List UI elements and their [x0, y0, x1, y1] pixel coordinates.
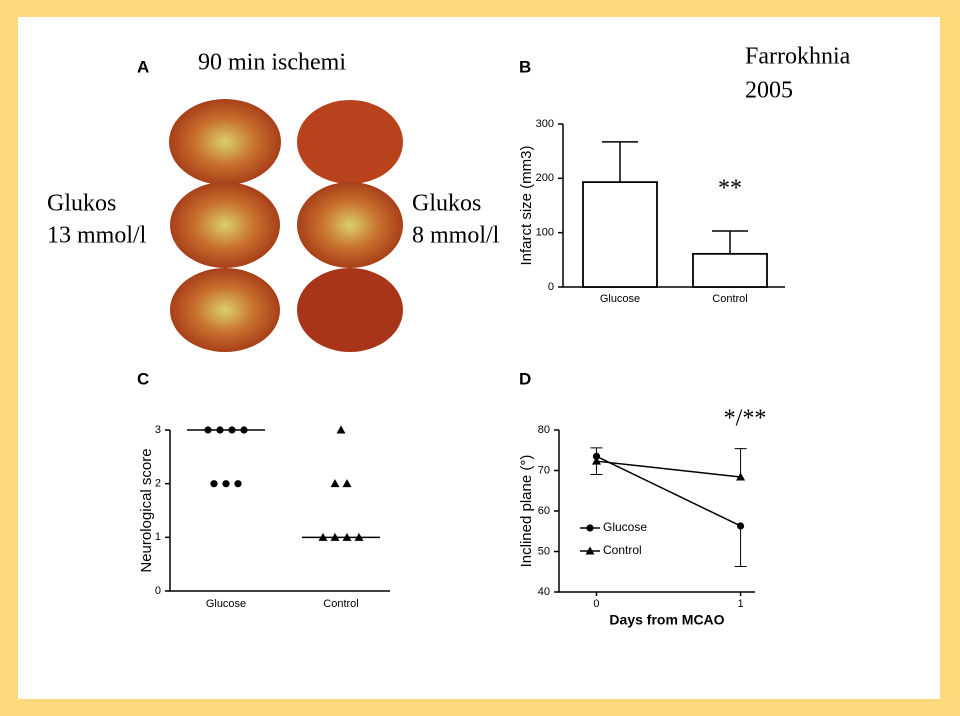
y-tick-label: 0: [548, 281, 554, 293]
x-tick-label: Glucose: [600, 293, 640, 305]
y-axis-label: Inclined plane (°): [518, 455, 535, 568]
slide-title: 90 min ischemi: [198, 50, 346, 76]
error-bar: [734, 448, 747, 477]
x-tick-label: Glucose: [206, 598, 246, 610]
brain-slice: [170, 182, 280, 268]
legend-marker: [586, 524, 594, 532]
panel-label: D: [519, 369, 531, 388]
x-tick-label: 0: [593, 598, 599, 610]
marker: [210, 480, 218, 488]
marker: [336, 425, 346, 434]
y-tick-label: 50: [538, 545, 550, 557]
y-tick-label: 100: [536, 227, 554, 239]
bar: [582, 181, 658, 288]
x-tick-label: 1: [738, 598, 744, 610]
y-tick-label: 40: [538, 586, 550, 598]
bar: [692, 252, 768, 288]
brain-slice: [297, 268, 403, 352]
legend-label: Control: [603, 543, 642, 557]
brain-slice: [297, 100, 403, 184]
marker: [222, 480, 230, 488]
legend-label: Glucose: [603, 520, 647, 534]
y-tick-label: 0: [155, 585, 161, 597]
brain-slice: [170, 268, 280, 352]
panel-label: A: [137, 57, 149, 76]
marker: [736, 472, 746, 481]
error-bar: [712, 230, 748, 254]
annotation: **: [718, 176, 742, 202]
citation: 2005: [745, 78, 793, 104]
y-tick-label: 300: [536, 118, 554, 130]
y-tick-label: 2: [155, 478, 161, 490]
x-tick-label: Control: [712, 293, 747, 305]
x-axis-label: Days from MCAO: [609, 612, 724, 628]
marker: [736, 522, 745, 530]
y-tick-label: 200: [536, 172, 554, 184]
y-tick-label: 70: [538, 464, 550, 476]
y-tick-label: 3: [155, 424, 161, 436]
x-tick-label: Control: [323, 598, 358, 610]
marker: [330, 479, 340, 488]
brain-images: [169, 99, 403, 352]
series-line: [596, 455, 741, 527]
marker: [234, 480, 242, 488]
panel-label: B: [519, 57, 531, 76]
marker: [342, 479, 352, 488]
panel-label: C: [137, 369, 149, 388]
series-line: [596, 460, 741, 478]
brain-slice: [169, 99, 281, 185]
marker: [591, 456, 601, 465]
side-label: Glukos: [47, 191, 116, 217]
y-axis-label: Infarct size (mm3): [518, 145, 535, 265]
legend-marker: [585, 546, 595, 555]
side-label: 13 mmol/l: [47, 223, 147, 249]
y-axis-label: Neurological score: [138, 448, 155, 572]
error-bar: [602, 141, 638, 183]
citation: Farrokhnia: [745, 44, 851, 70]
y-tick-label: 60: [538, 505, 550, 517]
y-tick-label: 1: [155, 531, 161, 543]
side-label: 8 mmol/l: [412, 223, 500, 249]
y-tick-label: 80: [538, 424, 550, 436]
brain-slice: [297, 182, 403, 268]
side-label: Glukos: [412, 191, 481, 217]
error-bar: [734, 525, 747, 567]
annotation: */**: [724, 406, 767, 432]
